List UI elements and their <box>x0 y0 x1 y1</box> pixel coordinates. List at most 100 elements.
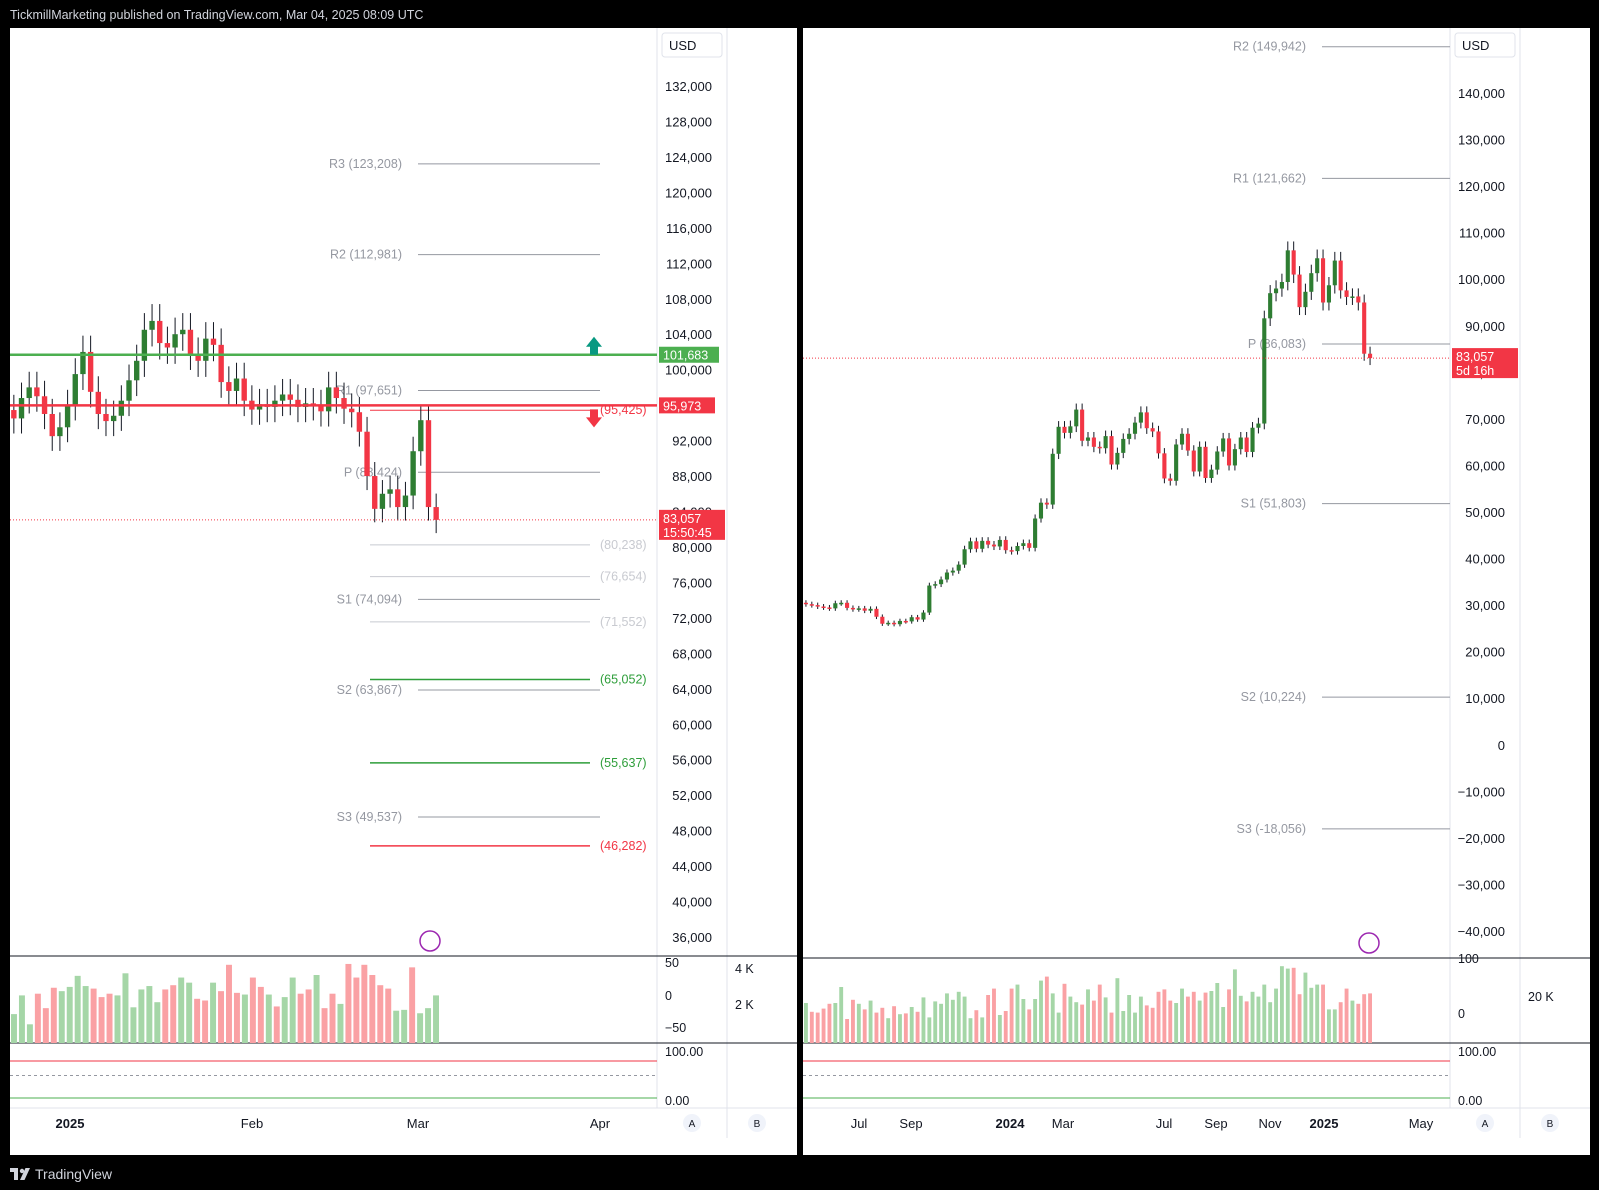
candle-up <box>110 415 117 422</box>
price-tick-label: 40,000 <box>1465 552 1505 567</box>
candle-up <box>1315 258 1320 274</box>
volume-bar <box>249 977 256 1043</box>
candle-up <box>1038 502 1044 519</box>
volume-bar <box>26 1024 33 1043</box>
candle-down <box>103 413 109 422</box>
volume-bar <box>1262 984 1267 1043</box>
volume-bar <box>997 1015 1002 1043</box>
candle-up <box>1350 296 1355 298</box>
time-tick-label: Mar <box>407 1116 430 1131</box>
volume-bar <box>845 1019 850 1043</box>
candle-up <box>1326 285 1331 303</box>
green-level-tag <box>659 346 719 363</box>
candle-down <box>1097 446 1102 449</box>
candle-down <box>372 476 378 509</box>
volume-bar <box>257 986 264 1043</box>
volume-bar <box>321 1008 328 1043</box>
volume-bar <box>154 1002 161 1043</box>
volume-bar <box>1115 978 1120 1043</box>
pivot-label: S3 (-18,056) <box>1237 822 1306 836</box>
volume-bar <box>42 1008 49 1043</box>
volume-bar <box>1074 1002 1079 1043</box>
time-tick-label: Jul <box>851 1116 868 1131</box>
volume-bar <box>90 988 97 1043</box>
candle-up <box>933 584 938 586</box>
candle-down <box>892 622 897 625</box>
currency-button[interactable] <box>661 32 723 58</box>
pivot-label: S1 (51,803) <box>1241 497 1306 511</box>
countdown-label: 15:50:45 <box>663 526 712 540</box>
volume-bar <box>313 975 320 1043</box>
volume-bar <box>1097 984 1102 1043</box>
candle-up <box>418 420 424 452</box>
volume-bar <box>50 987 57 1043</box>
candle-down <box>333 387 340 399</box>
volume-bar <box>186 982 193 1043</box>
candle-up <box>172 334 178 348</box>
volume-bar <box>1050 993 1055 1043</box>
time-tick-label: Sep <box>1204 1116 1227 1131</box>
price-tick-label: 120,000 <box>665 185 712 200</box>
volume-bar <box>233 992 240 1043</box>
volume-bar <box>880 1007 885 1043</box>
candle-down <box>11 410 17 419</box>
volume-bar <box>1068 996 1073 1043</box>
oscillator-axis-label: −50 <box>665 1021 686 1035</box>
price-tick-label: 56,000 <box>672 753 712 768</box>
volume-bar <box>1021 999 1026 1043</box>
scale-mode-button[interactable] <box>748 1114 766 1132</box>
volume-bar <box>1256 996 1261 1043</box>
candle-down <box>195 353 201 361</box>
volume-bar <box>1180 988 1184 1043</box>
volume-bar <box>856 1003 861 1043</box>
volume-bar <box>345 963 352 1043</box>
price-tick-label: 48,000 <box>672 824 712 839</box>
volume-bar <box>968 1018 973 1043</box>
candle-down <box>1109 436 1114 465</box>
volume-bar <box>1232 969 1237 1043</box>
volume-bar <box>1338 1002 1343 1043</box>
tradingview-logo[interactable]: TradingView <box>10 1166 112 1182</box>
right-chart-panel[interactable]: USD 140,000 130,000 120,000 110,000 100,000 90… <box>803 28 1590 1155</box>
scale-mode-label: B <box>1547 1119 1554 1130</box>
price-tick-label: 100,000 <box>665 363 712 378</box>
candle-down <box>1080 409 1085 441</box>
scale-mode-button[interactable] <box>1541 1114 1559 1132</box>
volume-bar <box>1174 1003 1179 1043</box>
volume-bar <box>1156 991 1161 1043</box>
candle-down <box>1226 438 1232 466</box>
volume-bar <box>106 993 113 1043</box>
candle-up <box>1033 518 1038 548</box>
left-chart[interactable]: USD 132,000 128,000 124,000 120,000 116,000 11… <box>10 28 797 1155</box>
time-tick-label: Feb <box>241 1116 263 1131</box>
candle-up <box>72 374 78 406</box>
red-level-tag <box>659 397 715 414</box>
currency-button[interactable] <box>1454 32 1516 58</box>
candle-down <box>803 602 808 605</box>
scale-mode-button[interactable] <box>1476 1114 1494 1132</box>
volume-bar <box>868 1000 873 1043</box>
fib-level-label: (71,552) <box>600 615 647 629</box>
volume-bar <box>1326 1009 1331 1043</box>
candle-up <box>1115 452 1120 465</box>
candle-down <box>1320 258 1326 303</box>
volume-bar <box>909 1007 914 1043</box>
left-chart-panel[interactable]: USD 132,000 128,000 124,000 120,000 116,000 11… <box>10 28 797 1155</box>
volume-bar <box>945 993 949 1043</box>
time-tick-label: 2025 <box>56 1116 85 1131</box>
candle-down <box>1244 437 1249 452</box>
volume-bar <box>194 998 201 1043</box>
scale-mode-button[interactable] <box>683 1114 701 1132</box>
candle-down <box>287 394 293 400</box>
candle-down <box>862 608 867 611</box>
pivot-label: P (88,424) <box>344 465 402 479</box>
price-tick-label: 90,000 <box>1465 319 1505 334</box>
volume-bar <box>827 1003 832 1043</box>
stochastic-axis-label: 100.00 <box>665 1045 703 1059</box>
candle-down <box>809 604 814 606</box>
price-tick-label: −10,000 <box>1458 784 1505 799</box>
candle-up <box>272 400 278 407</box>
price-tick-label: 20,000 <box>1465 645 1505 660</box>
candle-up <box>980 540 985 549</box>
right-chart[interactable]: USD 140,000 130,000 120,000 110,000 100,000 90… <box>803 28 1590 1155</box>
